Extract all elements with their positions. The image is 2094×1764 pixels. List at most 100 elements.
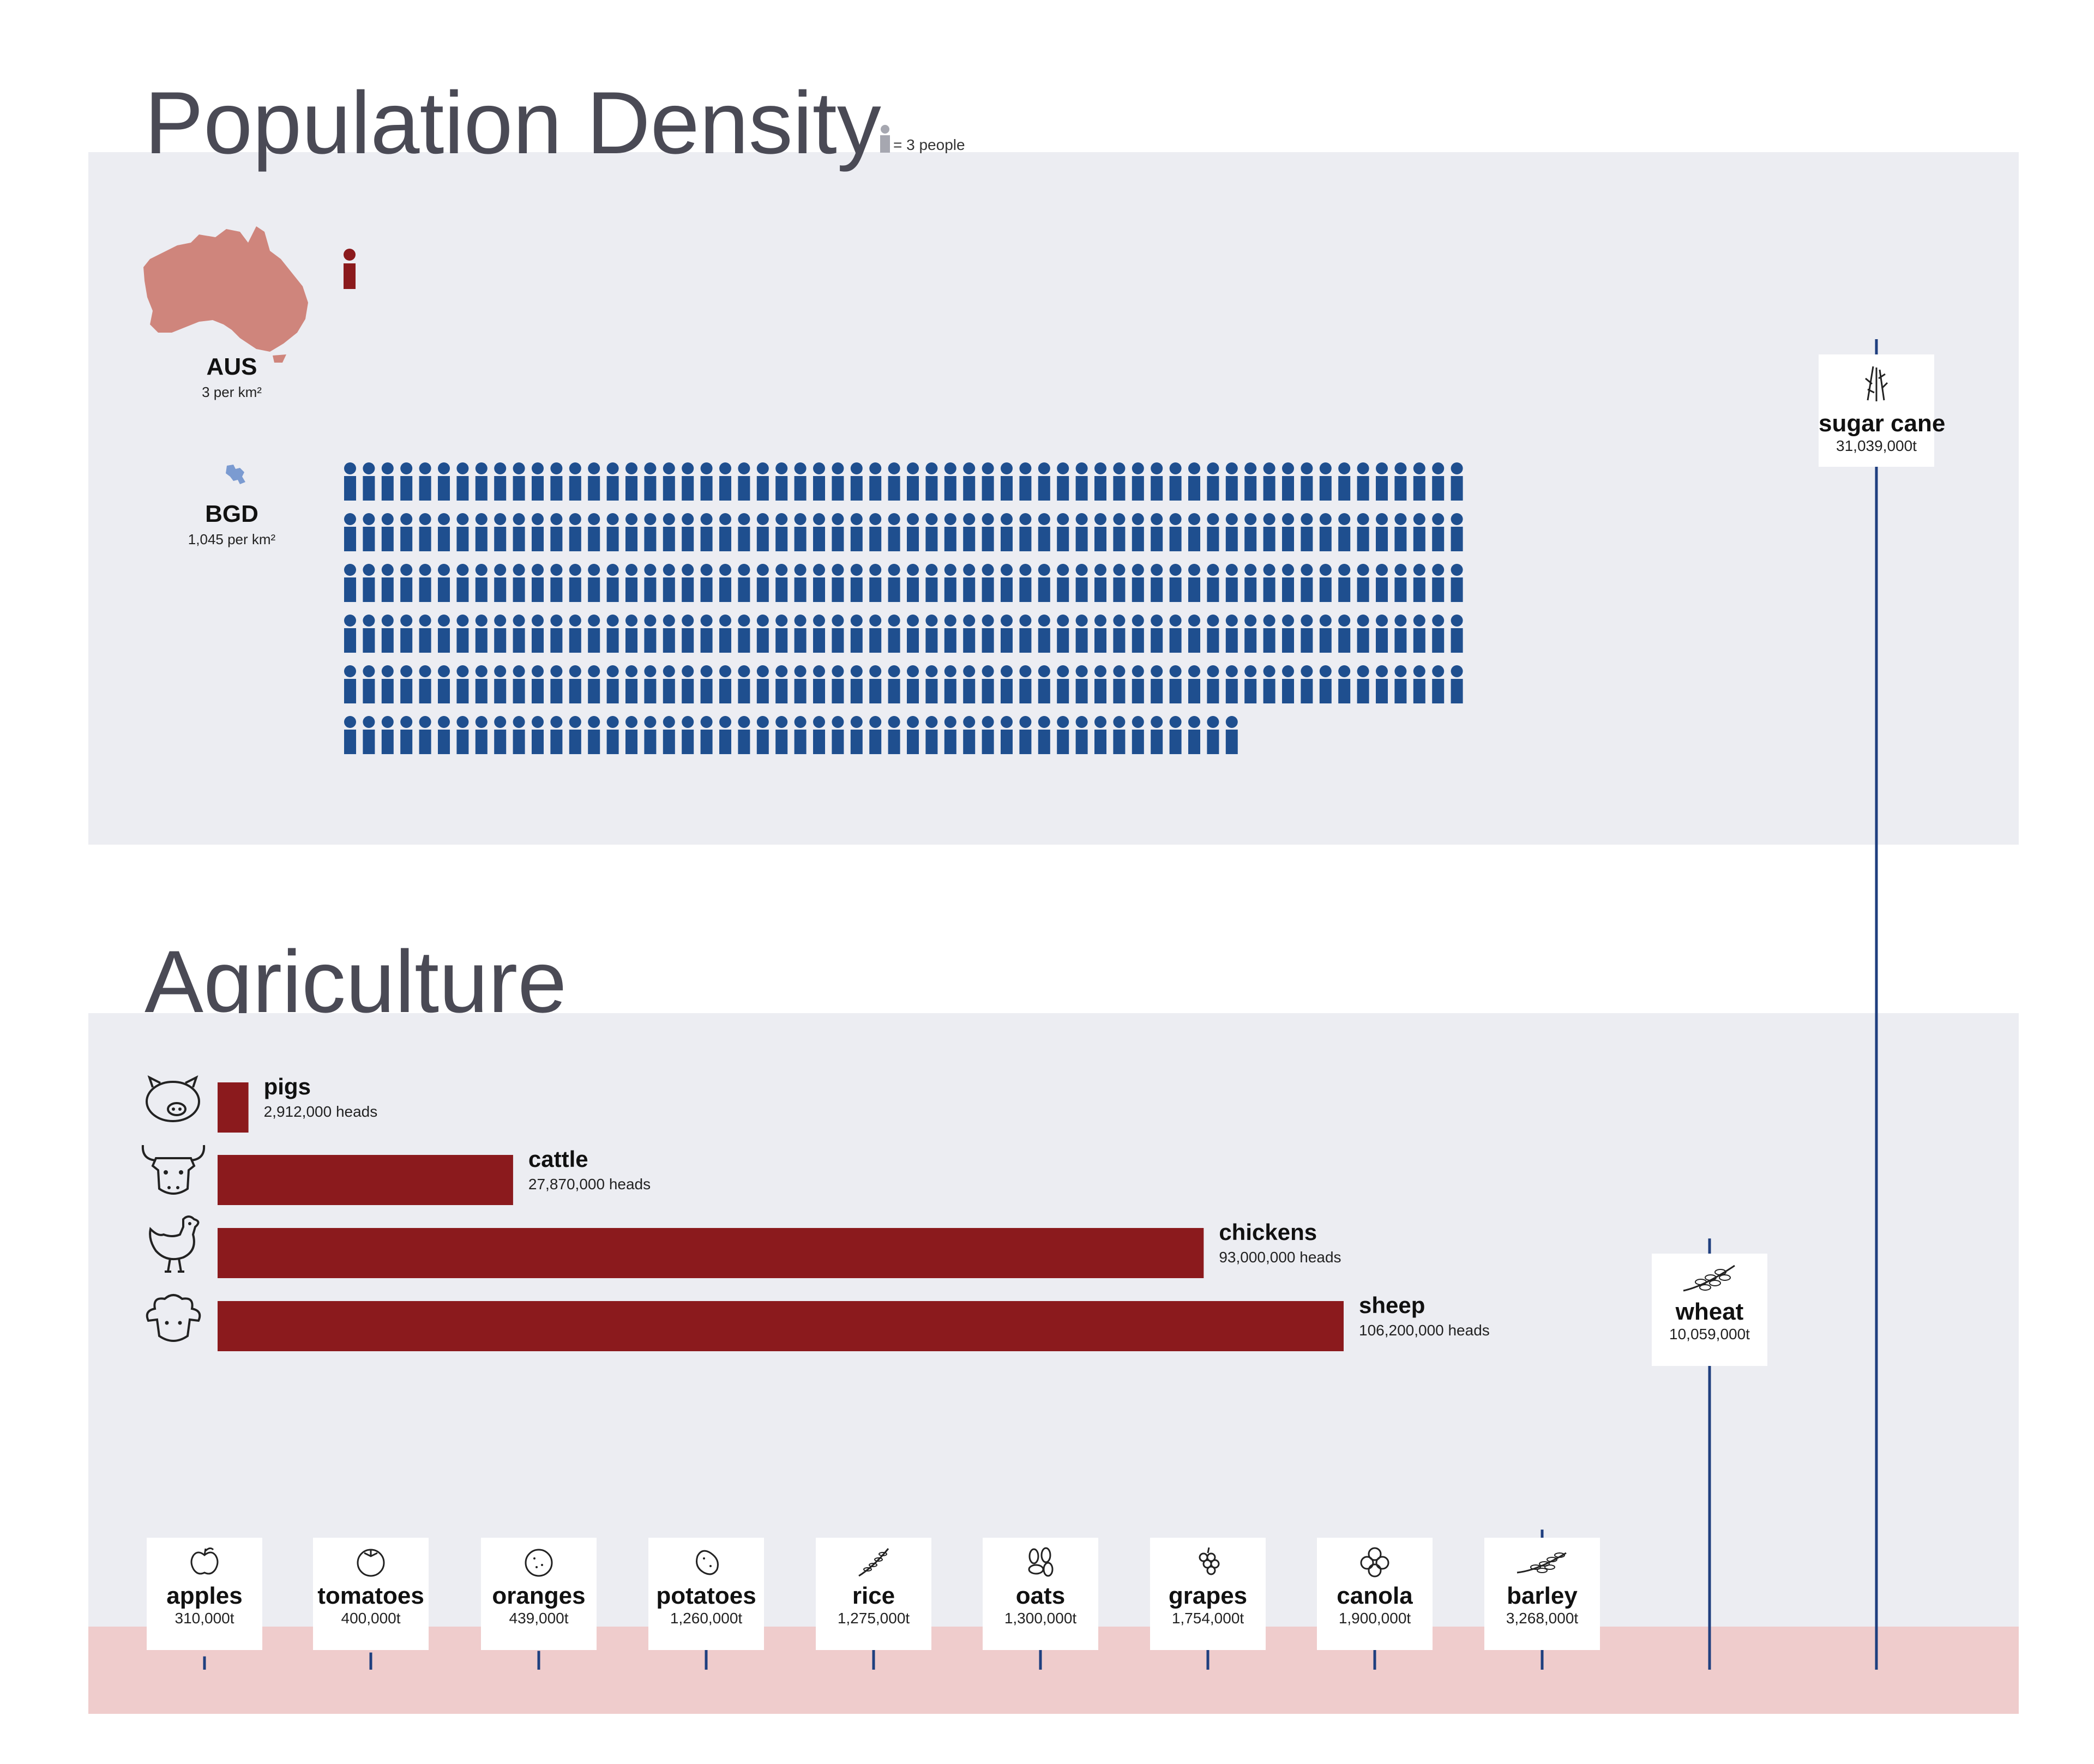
bgd-person-icon — [494, 564, 507, 602]
barley-icon — [1517, 1552, 1567, 1574]
bgd-person-icon — [1094, 462, 1106, 501]
country-density-bgd: 1,045 per km² — [188, 531, 276, 547]
bgd-person-icon — [756, 564, 769, 602]
bgd-person-icon — [1432, 513, 1445, 551]
bgd-person-icon — [1113, 665, 1126, 703]
bgd-person-icon — [569, 615, 581, 653]
bgd-person-icon — [550, 513, 563, 551]
bgd-person-icon — [982, 462, 994, 501]
bgd-person-icon — [381, 564, 394, 602]
bgd-person-icon — [644, 716, 657, 754]
crop-card-potatoes: potatoes 1,260,000t — [648, 1538, 764, 1650]
bgd-person-icon — [1376, 564, 1388, 602]
bar-label-pigs: pigs — [263, 1074, 311, 1099]
bgd-person-icon — [1282, 462, 1294, 501]
bgd-person-icon — [1001, 513, 1013, 551]
crop-value: 31,039,000t — [1836, 437, 1917, 454]
bgd-person-icon — [775, 513, 788, 551]
bgd-person-icon — [719, 615, 731, 653]
bgd-person-icon — [869, 716, 882, 754]
bgd-person-icon — [569, 665, 581, 703]
bgd-person-icon — [1113, 564, 1126, 602]
bgd-person-icon — [475, 564, 488, 602]
population-title: Population Density — [145, 74, 881, 172]
bgd-person-icon — [719, 462, 731, 501]
bgd-person-icon — [400, 665, 413, 703]
crop-value: 1,275,000t — [837, 1610, 910, 1627]
bgd-person-icon — [344, 665, 356, 703]
bgd-person-icon — [1151, 564, 1163, 602]
bgd-person-icon — [588, 564, 600, 602]
bgd-person-icon — [925, 615, 938, 653]
bgd-person-icon — [1376, 615, 1388, 653]
bgd-person-icon — [925, 462, 938, 501]
bgd-person-icon — [682, 513, 694, 551]
bgd-person-icon — [925, 513, 938, 551]
bgd-person-icon — [494, 615, 507, 653]
bgd-person-icon — [569, 462, 581, 501]
bgd-person-icon — [1019, 665, 1032, 703]
bgd-person-icon — [513, 615, 525, 653]
bgd-person-icon — [794, 665, 807, 703]
bgd-person-icon — [1451, 462, 1463, 501]
bar-sheep — [218, 1301, 1344, 1351]
bgd-person-icon — [381, 615, 394, 653]
bar-value-cattle: 27,870,000 heads — [528, 1176, 651, 1193]
bgd-person-icon — [1225, 615, 1238, 653]
bgd-person-icon — [1376, 462, 1388, 501]
bgd-person-icon — [644, 665, 657, 703]
bgd-person-icon — [663, 462, 675, 501]
bgd-person-icon — [1244, 665, 1257, 703]
bgd-person-icon — [700, 615, 713, 653]
bgd-person-icon — [907, 513, 919, 551]
crop-value: 439,000t — [509, 1610, 569, 1627]
bgd-person-icon — [813, 564, 825, 602]
bgd-person-icon — [1301, 462, 1313, 501]
bgd-person-icon — [663, 716, 675, 754]
bgd-person-icon — [588, 615, 600, 653]
bgd-person-icon — [888, 665, 900, 703]
bgd-person-icon — [532, 513, 544, 551]
bgd-person-icon — [850, 716, 863, 754]
bgd-person-icon — [663, 665, 675, 703]
bgd-person-icon — [400, 564, 413, 602]
bgd-person-icon — [400, 615, 413, 653]
bgd-person-icon — [1075, 716, 1088, 754]
bgd-person-icon — [381, 665, 394, 703]
bgd-person-icon — [982, 665, 994, 703]
crop-card-barley: barley 3,268,000t — [1484, 1538, 1600, 1650]
bgd-person-icon — [419, 665, 431, 703]
pig-icon — [146, 1075, 200, 1122]
bgd-person-icon — [1413, 665, 1425, 703]
crop-name: sugar cane — [1819, 410, 1946, 437]
bgd-person-icon — [775, 665, 788, 703]
bgd-person-icon — [869, 513, 882, 551]
bar-label-sheep: sheep — [1359, 1292, 1425, 1318]
bgd-person-icon — [1301, 564, 1313, 602]
crop-name: oranges — [492, 1582, 586, 1609]
crop-name: potatoes — [656, 1582, 756, 1609]
bgd-person-icon — [1319, 564, 1332, 602]
bgd-person-icon — [400, 513, 413, 551]
bgd-person-icon — [419, 615, 431, 653]
crop-card-tomatoes: tomatoes 400,000t — [313, 1538, 429, 1650]
bgd-person-icon — [344, 513, 356, 551]
bgd-person-icon — [606, 716, 619, 754]
bgd-person-icon — [1451, 564, 1463, 602]
bgd-person-icon — [869, 564, 882, 602]
australia-map-icon — [143, 226, 308, 363]
bgd-person-icon — [1057, 716, 1069, 754]
bgd-person-icon — [1094, 665, 1106, 703]
bgd-person-icon — [1394, 615, 1407, 653]
bgd-person-icon — [850, 665, 863, 703]
bgd-person-icon — [850, 615, 863, 653]
bgd-person-icon — [775, 716, 788, 754]
bgd-person-icon — [1319, 615, 1332, 653]
bgd-person-icon — [663, 615, 675, 653]
bgd-person-icon — [794, 615, 807, 653]
bgd-person-icon — [1376, 513, 1388, 551]
bgd-person-icon — [363, 462, 375, 501]
bgd-person-icon — [1207, 564, 1219, 602]
bgd-person-icon — [850, 462, 863, 501]
bgd-person-icon — [381, 716, 394, 754]
